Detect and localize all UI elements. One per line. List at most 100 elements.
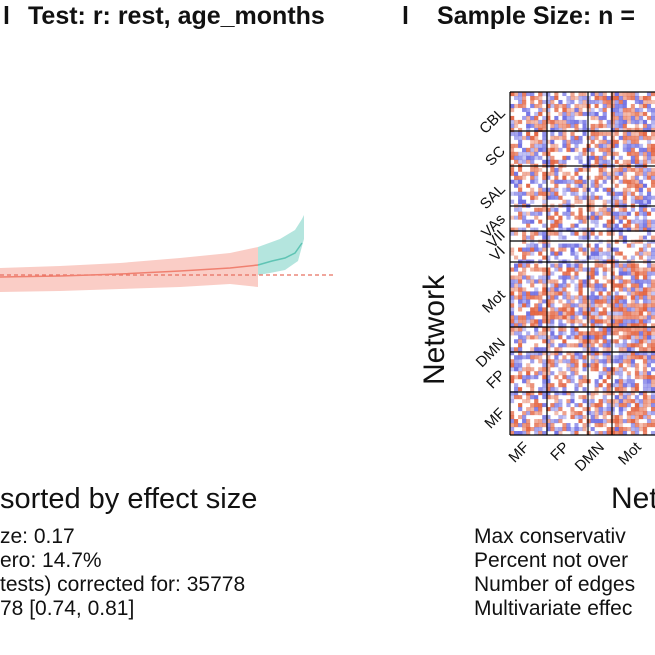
matrix-cell [570, 223, 575, 228]
matrix-cell [618, 331, 624, 336]
matrix-cell [630, 243, 636, 248]
matrix-cell [626, 411, 632, 416]
matrix-cell [522, 127, 527, 133]
matrix-cell [514, 419, 519, 424]
matrix-cell [514, 411, 519, 416]
matrix-cell [650, 211, 655, 216]
matrix-cell [558, 231, 563, 236]
matrix-cell [642, 239, 648, 244]
matrix-cell [610, 111, 616, 117]
matrix-cell [582, 139, 587, 145]
matrix-cell [594, 407, 599, 412]
matrix-cell [546, 267, 551, 272]
matrix-cell [578, 315, 583, 320]
matrix-cell [574, 231, 579, 236]
matrix-cell [594, 327, 599, 332]
matrix-cell [630, 231, 636, 236]
matrix-cell [586, 239, 591, 244]
matrix-cell [546, 363, 551, 368]
matrix-cell [610, 415, 616, 420]
matrix-cell [598, 291, 603, 296]
matrix-cell [570, 151, 575, 157]
matrix-cell [570, 351, 575, 356]
matrix-cell [646, 307, 652, 312]
matrix-cell [598, 223, 603, 228]
matrix-cell [514, 307, 519, 312]
matrix-cell [514, 183, 519, 189]
matrix-cell [618, 399, 624, 404]
matrix-cell [602, 351, 607, 356]
matrix-cell [562, 123, 567, 129]
matrix-cell [630, 223, 636, 228]
matrix-cell [574, 179, 579, 185]
matrix-cell [650, 359, 655, 364]
matrix-cell [510, 95, 515, 101]
matrix-cell [526, 131, 531, 137]
matrix-cell [510, 127, 515, 133]
matrix-cell [546, 107, 551, 113]
matrix-cell [634, 195, 640, 200]
matrix-cell [594, 231, 599, 236]
matrix-cell [650, 287, 655, 292]
matrix-cell [514, 255, 519, 260]
matrix-cell [550, 131, 555, 137]
matrix-cell [578, 387, 583, 392]
matrix-cell [602, 307, 607, 312]
matrix-cell [578, 95, 583, 101]
matrix-cell [566, 95, 571, 101]
matrix-cell [590, 223, 595, 228]
matrix-cell [630, 123, 636, 129]
matrix-cell [546, 183, 551, 189]
matrix-cell [646, 195, 652, 200]
matrix-cell [562, 143, 567, 149]
matrix-cell [574, 303, 579, 308]
matrix-cell [574, 395, 579, 400]
matrix-cell [514, 223, 519, 228]
matrix-cell [514, 351, 519, 356]
matrix-cell [530, 387, 535, 392]
matrix-cell [510, 375, 515, 380]
matrix-cell [570, 359, 575, 364]
matrix-cell [590, 243, 595, 248]
matrix-cell [650, 115, 655, 121]
matrix-cell [554, 95, 559, 101]
matrix-cell [558, 339, 563, 344]
matrix-cell [530, 331, 535, 336]
matrix-cell [578, 115, 583, 121]
matrix-cell [554, 387, 559, 392]
matrix-cell [646, 299, 652, 304]
matrix-cell [562, 95, 567, 101]
matrix-cell [546, 387, 551, 392]
matrix-cell [522, 227, 527, 232]
matrix-cell [646, 251, 652, 256]
matrix-cell [534, 143, 539, 149]
matrix-cell [630, 399, 636, 404]
matrix-cell [566, 319, 571, 324]
matrix-cell [522, 323, 527, 328]
matrix-cell [578, 123, 583, 129]
matrix-cell [606, 415, 611, 420]
matrix-cell [646, 103, 652, 109]
matrix-cell [578, 379, 583, 384]
matrix-cell [530, 111, 535, 117]
matrix-cell [582, 247, 587, 252]
matrix-cell [522, 215, 527, 220]
matrix-cell [514, 367, 519, 372]
matrix-cell [590, 199, 595, 204]
matrix-cell [614, 391, 620, 396]
matrix-cell [586, 243, 591, 248]
matrix-cell [602, 123, 607, 129]
matrix-cell [530, 147, 535, 153]
matrix-cell [526, 195, 531, 200]
matrix-cell [594, 419, 599, 424]
matrix-cell [518, 295, 523, 300]
matrix-cell [514, 115, 519, 121]
matrix-cell [522, 219, 527, 224]
matrix-cell [566, 111, 571, 117]
matrix-cell [578, 363, 583, 368]
matrix-cell [642, 199, 648, 204]
matrix-cell [526, 103, 531, 109]
matrix-cell [510, 391, 515, 396]
matrix-cell [582, 419, 587, 424]
matrix-cell [546, 131, 551, 137]
